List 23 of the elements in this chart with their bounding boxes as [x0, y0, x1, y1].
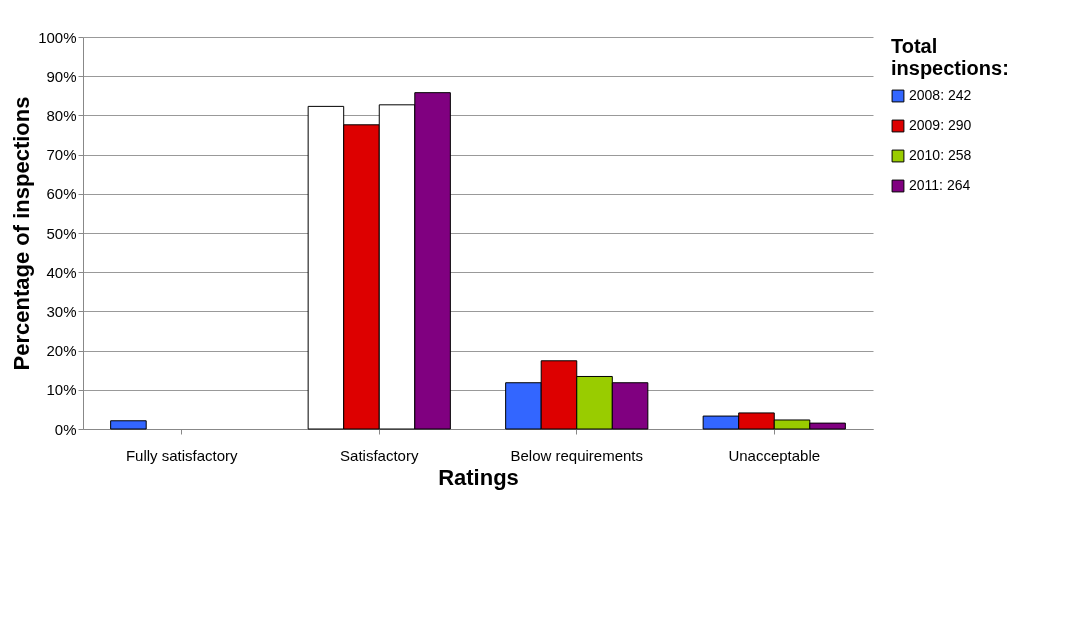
y-tick-label: 80% — [46, 106, 77, 124]
x-tick-label: Below requirements — [510, 446, 644, 464]
x-tick-label: Satisfactory — [340, 446, 419, 464]
legend-label: 2009: 290 — [909, 117, 972, 133]
y-tick-label: 30% — [46, 302, 77, 320]
y-tick-label: 60% — [46, 185, 77, 203]
legend-label: 2008: 242 — [909, 87, 972, 103]
y-tick-label: 50% — [46, 224, 77, 242]
y-tick-label: 100% — [38, 28, 77, 46]
legend-label: 2010: 258 — [909, 147, 972, 163]
legend-title: Total inspections: — [891, 35, 1009, 79]
y-tick-label: 90% — [46, 67, 77, 85]
y-tick-label: 10% — [46, 381, 77, 399]
bar — [110, 420, 147, 430]
y-tick-label: 20% — [46, 342, 77, 360]
y-axis-title: Percentage of inspections — [9, 96, 35, 371]
x-axis-title: Ratings — [438, 464, 519, 490]
y-tick-label: 0% — [54, 420, 77, 438]
x-tick-label: Unacceptable — [728, 446, 821, 464]
y-tick-label: 70% — [46, 146, 77, 164]
y-tick-label: 40% — [46, 263, 77, 281]
legend-label: 2011: 264 — [909, 177, 971, 193]
x-tick-label: Fully satisfactory — [125, 446, 239, 464]
